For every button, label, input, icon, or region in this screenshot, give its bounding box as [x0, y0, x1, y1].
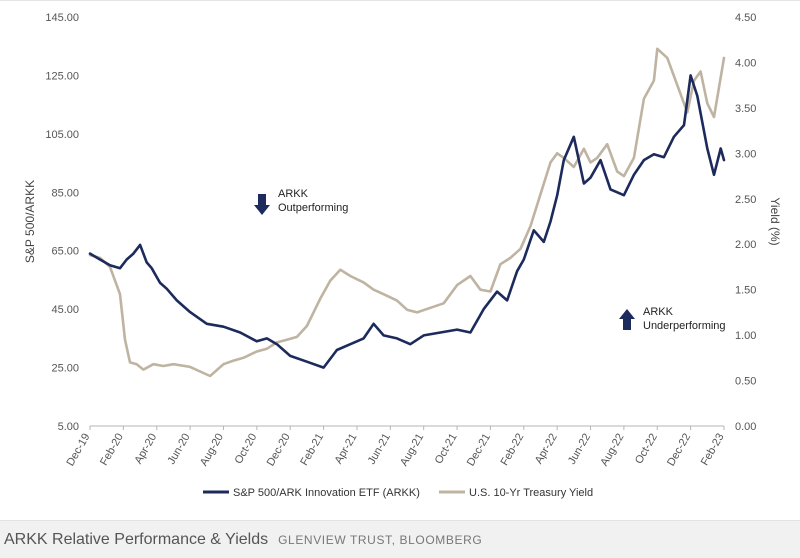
- y-left-tick-label: 65.00: [51, 246, 79, 258]
- line-chart: 145.00 125.00 105.00 85.00 65.00 45.00 25.00 5.…: [23, 12, 782, 499]
- x-tick-label: Oct-20: [233, 432, 260, 467]
- x-tick-label: Jun-21: [366, 432, 393, 467]
- y-right-tick-label: 1.50: [735, 285, 756, 297]
- caption-source: GLENVIEW TRUST, BLOOMBERG: [278, 532, 483, 547]
- legend-label: U.S. 10-Yr Treasury Yield: [469, 487, 593, 499]
- y-left-tick-label: 145.00: [45, 12, 79, 24]
- annotation-label: Underperforming: [643, 320, 726, 332]
- x-tick-label: Oct-22: [633, 432, 660, 467]
- y-right-tick-label: 0.00: [735, 421, 756, 433]
- arrow-down-icon: [254, 194, 270, 215]
- x-tick-label: Dec-20: [265, 432, 293, 469]
- y-left-tick-label: 85.00: [51, 187, 79, 199]
- x-tick-label: Aug-20: [198, 432, 226, 469]
- x-tick-label: Dec-22: [665, 432, 693, 469]
- x-tick-label: Feb-20: [98, 432, 126, 468]
- chart-frame: 145.00 125.00 105.00 85.00 65.00 45.00 25.00 5.…: [0, 0, 800, 499]
- x-tick-label: Feb-23: [699, 432, 727, 468]
- legend-label: S&P 500/ARK Innovation ETF (ARKK): [233, 487, 420, 499]
- x-tick-label: Feb-22: [499, 432, 527, 468]
- y-left-tick-label: 105.00: [45, 129, 79, 141]
- x-tick-label: Apr-22: [533, 432, 560, 467]
- x-tick-label: Dec-21: [465, 431, 493, 468]
- y-right-tick-label: 4.00: [735, 57, 756, 69]
- y-right-tick-label: 2.50: [735, 194, 756, 206]
- x-tick-label: Aug-22: [598, 432, 626, 469]
- series-line-ratio: [88, 74, 726, 369]
- y-right-tick-label: 4.50: [735, 12, 756, 24]
- y-right-tick-label: 2.00: [735, 239, 756, 251]
- y-right-tick-label: 1.00: [735, 330, 756, 342]
- arrow-up-icon: [619, 309, 635, 330]
- y-left-axis-title: S&P 500/ARKK: [23, 180, 37, 263]
- series-line-yield: [88, 47, 726, 378]
- y-left-tick-label: 125.00: [45, 70, 79, 82]
- annotation-label: ARKK: [643, 306, 674, 318]
- y-right-tick-label: 3.00: [735, 148, 756, 160]
- x-tick-label: Jun-22: [566, 432, 593, 467]
- y-right-tick-label: 3.50: [735, 103, 756, 115]
- y-left-tick-label: 25.00: [51, 363, 79, 375]
- y-left-tick-label: 45.00: [51, 304, 79, 316]
- y-right-axis-title: Yield (%): [768, 197, 782, 245]
- x-tick-label: Apr-20: [132, 432, 159, 467]
- x-tick-label: Oct-21: [433, 432, 460, 467]
- y-left-tick-label: 5.00: [58, 421, 79, 433]
- caption-title: ARKK Relative Performance & Yields: [4, 530, 269, 548]
- x-tick-label: Jun-20: [165, 432, 192, 467]
- y-right-tick-label: 0.50: [735, 376, 756, 388]
- x-tick-label: Dec-19: [64, 432, 92, 469]
- x-tick-label: Apr-21: [333, 432, 360, 467]
- annotation-label: Outperforming: [278, 202, 348, 214]
- x-tick-label: Aug-21: [398, 432, 426, 469]
- annotation-label: ARKK: [278, 188, 309, 200]
- x-tick-label: Feb-21: [298, 432, 326, 468]
- caption-bar: ARKK Relative Performance & Yields GLENV…: [0, 520, 800, 558]
